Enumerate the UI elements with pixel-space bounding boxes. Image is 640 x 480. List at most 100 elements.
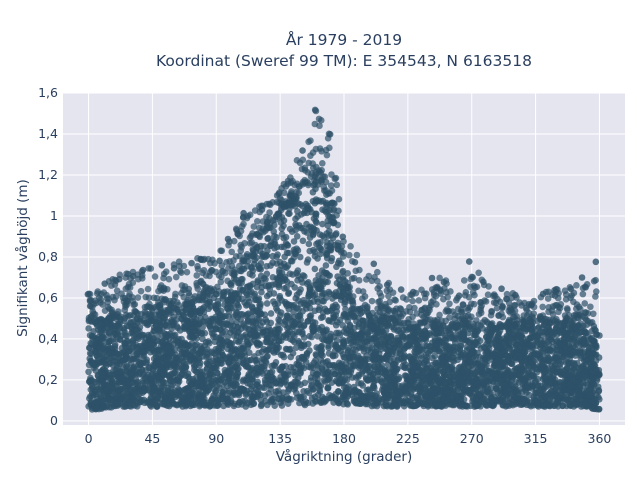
data-point <box>326 272 334 279</box>
data-point <box>319 220 326 228</box>
data-point <box>230 313 237 320</box>
data-point <box>396 340 404 348</box>
data-point <box>117 336 124 343</box>
data-point <box>323 254 331 262</box>
data-point <box>276 317 283 325</box>
data-point <box>191 363 198 371</box>
data-point <box>336 316 344 324</box>
data-point <box>263 270 271 278</box>
data-point <box>305 240 313 248</box>
data-point <box>359 368 367 375</box>
data-point <box>480 395 488 403</box>
data-point <box>266 242 274 249</box>
data-point <box>216 334 223 342</box>
data-point <box>456 402 464 410</box>
data-point <box>309 318 317 326</box>
data-point <box>261 362 268 370</box>
data-point <box>269 259 277 266</box>
data-point <box>537 341 544 348</box>
data-point <box>276 258 284 266</box>
data-point <box>99 397 107 405</box>
data-point <box>588 363 595 371</box>
data-point <box>289 349 297 357</box>
data-point <box>305 298 313 306</box>
data-point <box>233 290 241 297</box>
data-point <box>191 311 198 318</box>
data-point <box>532 351 540 358</box>
data-point <box>267 398 274 406</box>
data-point <box>391 344 398 351</box>
data-point <box>206 375 213 383</box>
data-point <box>143 356 150 363</box>
data-point <box>251 290 259 298</box>
data-point <box>337 347 345 355</box>
data-point <box>243 302 250 309</box>
data-point <box>545 355 553 362</box>
data-point <box>436 347 443 355</box>
data-point <box>506 345 513 352</box>
data-point <box>538 391 545 399</box>
data-point <box>249 271 256 279</box>
data-point <box>570 365 577 373</box>
data-point <box>277 309 285 316</box>
data-point <box>301 207 309 214</box>
data-point <box>329 352 337 359</box>
data-point <box>546 400 554 408</box>
data-point <box>560 381 568 389</box>
data-point <box>287 257 295 265</box>
data-point <box>335 329 343 337</box>
data-point <box>287 396 295 403</box>
data-point <box>351 357 358 364</box>
data-point <box>293 360 301 368</box>
data-point <box>258 288 265 296</box>
data-point <box>261 311 269 318</box>
data-point <box>324 357 331 365</box>
data-point <box>462 386 470 394</box>
data-point <box>325 375 333 382</box>
data-point <box>335 380 343 387</box>
data-point <box>295 354 303 362</box>
data-point <box>401 385 409 392</box>
data-point <box>570 337 578 344</box>
data-point <box>250 329 257 337</box>
data-point <box>363 352 370 359</box>
data-point <box>331 362 338 369</box>
data-point <box>375 329 382 337</box>
data-point <box>224 288 231 295</box>
data-point <box>423 354 431 361</box>
data-point <box>359 320 366 328</box>
data-point <box>308 227 315 234</box>
data-point <box>219 389 226 397</box>
data-point <box>416 389 424 396</box>
data-point <box>168 389 176 397</box>
data-point <box>324 384 331 392</box>
data-point <box>199 335 206 343</box>
data-point <box>89 378 97 385</box>
data-point <box>286 270 294 277</box>
data-point <box>276 269 283 276</box>
data-point <box>235 391 243 399</box>
data-point <box>312 398 320 405</box>
data-point <box>218 343 226 350</box>
data-point <box>421 392 429 400</box>
data-point <box>273 378 280 386</box>
data-point <box>285 289 293 297</box>
data-point <box>304 340 312 348</box>
data-point <box>321 305 329 313</box>
data-point <box>152 321 160 329</box>
data-point <box>593 342 600 349</box>
data-point <box>100 403 107 411</box>
data-point <box>311 265 319 273</box>
data-point <box>117 395 125 402</box>
data-point <box>214 308 222 315</box>
data-point <box>313 370 321 378</box>
data-point <box>85 325 92 332</box>
data-point <box>251 393 259 401</box>
data-point <box>355 343 363 351</box>
data-point <box>286 225 294 233</box>
data-point <box>307 377 314 385</box>
data-point <box>315 197 323 204</box>
data-point <box>295 222 303 229</box>
data-point <box>292 344 300 351</box>
data-point <box>190 351 197 359</box>
